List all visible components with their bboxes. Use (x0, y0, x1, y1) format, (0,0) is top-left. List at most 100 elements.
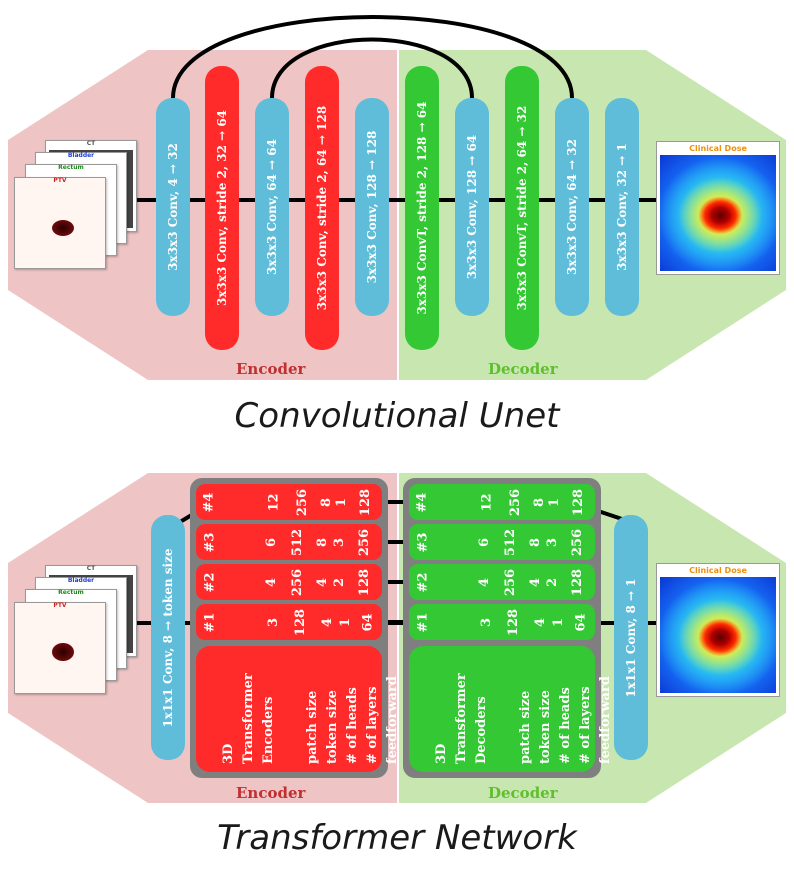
encoder-row-value: 1 (338, 617, 354, 627)
decoder-row-value: 1 (546, 497, 562, 507)
tf-output-dose: Clinical Dose (656, 563, 780, 697)
unet-output-label: Clinical Dose (689, 144, 747, 153)
encoder-row-id: #3 (202, 532, 218, 552)
bladder-label: Bladder (67, 152, 95, 159)
decoder-legend-text: # of heads (558, 687, 573, 764)
unet-block-9: 3x3x3 Conv, 64 → 32 (555, 98, 589, 316)
encoder-legend-text: token size (325, 690, 340, 764)
unet-output-dose: Clinical Dose (656, 141, 780, 275)
tf-decoder-label: Decoder (488, 784, 558, 802)
unet-block-5: 3x3x3 Conv, 128 → 128 (355, 98, 389, 316)
unet-block-6: 3x3x3 ConvT, stride 2, 128 → 64 (405, 66, 439, 350)
decoder-row-value: 12 (479, 492, 495, 512)
encoder-row-value: 128 (357, 568, 373, 596)
encoder-row-id: #4 (201, 492, 217, 512)
encoder-legend: 3D Transformer Encoders patch size token siz… (196, 646, 400, 772)
decoder-legend-text: patch size (518, 690, 533, 764)
decoder-legend-text: # of layers (578, 686, 593, 764)
decoder-legend-text: token size (538, 690, 553, 764)
decoder-row-value: 1 (551, 617, 567, 627)
encoder-row-value: 4 (315, 577, 331, 587)
encoder-row-value: 1 (333, 497, 349, 507)
decoder-row-id: #4 (414, 492, 430, 512)
decoder-row-3: #3 6 512 8 3 256 (409, 524, 595, 560)
tf-in-conv: 1x1x1 Conv, 8 → token size (151, 515, 185, 760)
dose-heatmap (660, 155, 776, 271)
decoder-row-value: 4 (533, 617, 549, 627)
unet-block-10-label: 3x3x3 Conv, 32 → 1 (615, 143, 629, 271)
encoder-row-value: 2 (331, 577, 347, 587)
unet-block-4: 3x3x3 Conv, stride 2, 64 → 128 (305, 66, 339, 350)
unet-block-4-label: 3x3x3 Conv, stride 2, 64 → 128 (315, 105, 329, 311)
unet-title: Convolutional Unet (234, 396, 560, 436)
unet-block-5-label: 3x3x3 Conv, 128 → 128 (365, 130, 379, 284)
decoder-legend: 3D Transformer Decoders patch size token siz… (409, 646, 613, 772)
encoder-row-value: 3 (266, 617, 282, 627)
encoder-row-3: #3 6 512 8 3 256 (196, 524, 382, 560)
encoder-legend-text: Encoders (261, 696, 276, 764)
decoder-row-value: 8 (528, 537, 544, 547)
encoder-row-value: 12 (266, 492, 282, 512)
encoder-legend-text: patch size (305, 690, 320, 764)
encoder-row-value: 256 (294, 488, 310, 516)
tf-out-conv: 1x1x1 Conv, 8 → 1 (614, 515, 648, 760)
tf-encoder-label: Encoder (236, 784, 306, 802)
unet-block-8-label: 3x3x3 ConvT, stride 2, 64 → 32 (515, 105, 529, 311)
tf-rectum-label: Rectum (58, 589, 84, 596)
decoder-row-2: #2 4 256 4 2 128 (409, 564, 595, 600)
encoder-row-value: 8 (318, 497, 334, 507)
decoder-legend-text: Decoders (474, 696, 489, 764)
encoder-legend-text: 3D (221, 743, 236, 764)
decoder-row-value: 256 (502, 568, 518, 596)
encoder-row-id: #1 (202, 612, 218, 632)
encoder-row-4: #4 12 256 8 1 128 (196, 484, 382, 520)
decoder-row-value: 2 (544, 577, 560, 587)
tf-output-label: Clinical Dose (689, 566, 747, 575)
encoder-row-value: 512 (289, 528, 305, 556)
unet-block-2: 3x3x3 Conv, stride 2, 32 → 64 (205, 66, 239, 350)
tf-ptv-label: PTV (53, 602, 67, 609)
tf-bladder-label: Bladder (67, 577, 95, 584)
unet-block-9-label: 3x3x3 Conv, 64 → 32 (565, 139, 579, 275)
decoder-legend-text: feedforward (598, 676, 613, 764)
encoder-row-1: #1 3 128 4 1 64 (196, 604, 382, 640)
decoder-row-value: 3 (479, 617, 495, 627)
decoder-row-4: #4 12 256 8 1 128 (409, 484, 595, 520)
encoder-row-value: 6 (264, 537, 280, 547)
tf-ct-label: CT (86, 565, 96, 572)
unet-block-3-label: 3x3x3 Conv, 64 → 64 (265, 139, 279, 275)
encoder-row-value: 4 (264, 577, 280, 587)
unet-block-6-label: 3x3x3 ConvT, stride 2, 128 → 64 (415, 101, 429, 315)
unet-decoder-bg (399, 50, 786, 380)
decoder-row-value: 4 (528, 577, 544, 587)
unet-block-3: 3x3x3 Conv, 64 → 64 (255, 98, 289, 316)
tf-ptv-blob (52, 643, 74, 661)
unet-block-10: 3x3x3 Conv, 32 → 1 (605, 98, 639, 316)
ptv-blob (52, 220, 74, 236)
unet-block-7: 3x3x3 Conv, 128 → 64 (455, 98, 489, 316)
decoder-row-value: 256 (507, 488, 523, 516)
unet-skip-inner (270, 37, 474, 99)
ptv-label: PTV (53, 177, 67, 184)
decoder-row-value: 512 (502, 528, 518, 556)
tf-out-conv-label: 1x1x1 Conv, 8 → 1 (624, 577, 638, 698)
unet-block-7-label: 3x3x3 Conv, 128 → 64 (465, 134, 479, 280)
decoder-legend-text: Transformer (454, 673, 469, 764)
unet-block-8: 3x3x3 ConvT, stride 2, 64 → 32 (505, 66, 539, 350)
encoder-legend-text: Transformer (241, 673, 256, 764)
encoder-row-id: #2 (202, 572, 218, 592)
decoder-row-value: 4 (477, 577, 493, 587)
unet-encoder-label: Encoder (236, 360, 306, 378)
encoder-row-value: 128 (357, 488, 373, 516)
encoder-row-value: 256 (357, 528, 373, 556)
tf-ptv-card: PTV (14, 602, 106, 694)
ptv-card: PTV (14, 177, 106, 269)
decoder-row-value: 64 (573, 612, 589, 632)
decoder-row-value: 3 (544, 537, 560, 547)
encoder-legend-text: feedforward (385, 676, 400, 764)
decoder-row-value: 128 (570, 488, 586, 516)
tf-encoder-legend-box (196, 646, 382, 772)
tf-decoder-legend-box (409, 646, 595, 772)
encoder-row-value: 256 (289, 568, 305, 596)
ct-label: CT (86, 140, 96, 147)
